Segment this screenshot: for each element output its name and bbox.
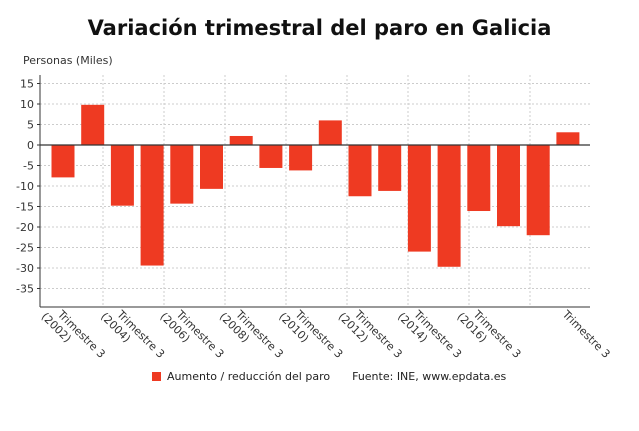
x-tick-label: Trimestre 3(2008): [217, 301, 286, 370]
bar: [289, 145, 313, 171]
y-tick-label: 15: [20, 78, 34, 91]
y-tick-label: -15: [16, 201, 34, 214]
x-tick-label: Trimestre 3(2006): [157, 301, 226, 370]
source-note: Fuente: INE, www.epdata.es: [352, 370, 507, 383]
legend-label: Aumento / reducción del paro: [167, 370, 331, 383]
bar: [229, 135, 253, 145]
y-tick-label: -30: [16, 262, 34, 275]
legend-swatch: [152, 372, 161, 381]
y-tick-label: -25: [16, 242, 34, 255]
x-tick-label: Trimestre 3(2004): [98, 301, 167, 370]
x-tick-label: Trimestre 3(2002): [39, 301, 108, 370]
bar: [318, 120, 342, 145]
bar: [259, 145, 283, 168]
bar: [467, 145, 491, 212]
bar: [348, 145, 372, 197]
bar: [497, 145, 520, 227]
x-tick-label: Trimestre 3(2012): [336, 301, 405, 370]
y-tick-label: -10: [16, 180, 34, 193]
legend: Aumento / reducción del paro Fuente: INE…: [152, 370, 506, 383]
bar: [110, 145, 134, 206]
y-tick-label: -5: [23, 160, 34, 173]
bar: [556, 132, 580, 145]
y-tick-label: -35: [16, 283, 34, 296]
x-tick-label: Trimestre 3(2016): [454, 301, 523, 370]
bar: [81, 104, 105, 145]
x-tick-label: Trimestre 3: [559, 307, 613, 361]
bar: [407, 145, 431, 252]
bar: [526, 145, 550, 236]
x-tick-label: Trimestre 3(2010): [276, 301, 345, 370]
y-tick-label: 10: [20, 98, 34, 111]
bar: [170, 145, 194, 204]
y-tick-label: 0: [27, 139, 34, 152]
bar: [437, 145, 461, 267]
bar: [51, 145, 75, 178]
bar: [378, 145, 402, 191]
bar: [140, 145, 164, 266]
y-tick-label: 5: [27, 119, 34, 132]
bar: [200, 145, 223, 189]
x-tick-label: Trimestre 3(2014): [395, 301, 464, 370]
y-axis-label: Personas (Miles): [23, 54, 113, 67]
chart-title: Variación trimestral del paro en Galicia: [87, 16, 552, 40]
y-tick-label: -20: [16, 221, 34, 234]
